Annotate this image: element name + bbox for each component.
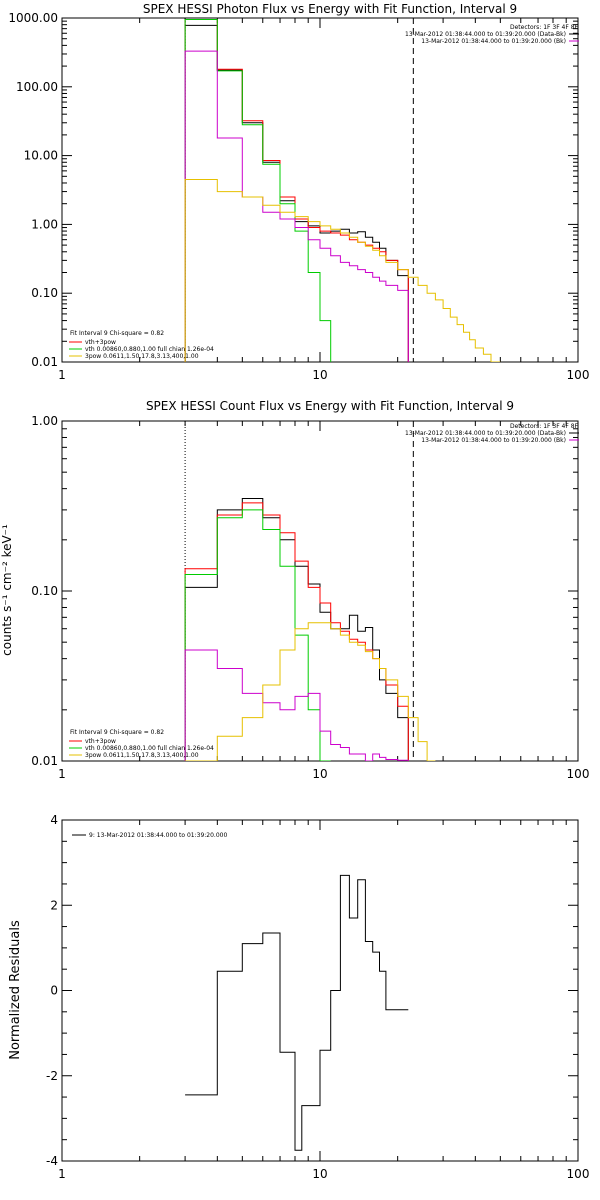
count-flux-plot: 1 10 100 0.01 0.10 1.00: [31, 414, 589, 781]
photon-legend-bk: 13-Mar-2012 01:38:44.000 to 01:39:20.000…: [421, 38, 566, 45]
photon-flux-plot: 1 10 100 0.01 0.10 1.00 10.00 100.00 1000.00: [8, 11, 589, 382]
residual-series-0: [185, 874, 409, 1151]
photon-legend-data-bk: 13-Mar-2012 01:38:44.000 to 01:39:20.000…: [405, 31, 566, 38]
photon-y-tick-label: 1000.00: [8, 11, 58, 25]
photon-flux-title: SPEX HESSI Photon Flux vs Energy with Fi…: [143, 2, 517, 16]
count-flux-title: SPEX HESSI Count Flux vs Energy with Fit…: [146, 399, 514, 413]
count-series-3: [184, 649, 409, 761]
residual-x-tick-label: 100: [567, 1167, 590, 1181]
count-flux-panel: SPEX HESSI Count Flux vs Energy with Fit…: [0, 399, 589, 781]
count-legend-detectors: Detectors: 1F 3F 4F 8F: [510, 423, 579, 430]
count-legend-fit-interval: Fit Interval 9 Chi-square = 0.82: [70, 729, 164, 736]
count-flux-y-axis-label: counts s⁻¹ cm⁻² keV⁻¹: [0, 524, 14, 656]
count-legend-vth3pow: vth+3pow: [85, 738, 116, 745]
count-y-tick-label: 0.10: [31, 584, 58, 598]
photon-series-2: [184, 19, 332, 362]
photon-x-tick-label: 10: [312, 368, 327, 382]
count-series-2: [184, 509, 331, 761]
photon-series-1: [184, 19, 409, 362]
photon-series-3: [184, 50, 409, 362]
count-series-4: [185, 622, 436, 761]
residual-x-tick-label: 1: [58, 1167, 66, 1181]
count-series-1: [184, 502, 409, 761]
count-series-0: [184, 498, 409, 761]
photon-legend-fit-interval: Fit Interval 9 Chi-square = 0.82: [70, 330, 164, 337]
count-x-tick-label: 1: [58, 767, 66, 781]
count-y-tick-label: 1.00: [31, 414, 58, 428]
photon-legend-detectors: Detectors: 1F 3F 4F 8F: [510, 24, 579, 31]
photon-x-tick-label: 100: [567, 368, 590, 382]
count-flux-legend-top-right: Detectors: 1F 3F 4F 8F 13-Mar-2012 01:38…: [405, 423, 579, 444]
photon-y-tick-label: 0.01: [31, 355, 58, 369]
residual-plot-frame: [61, 819, 579, 1162]
residuals-legend: 9: 13-Mar-2012 01:38:44.000 to 01:39:20.…: [72, 832, 227, 839]
photon-x-tick-label: 1: [58, 368, 66, 382]
photon-legend-vth: vth 0.00860,0.880,1.00 full chian 1.26e-…: [85, 346, 214, 353]
count-legend-vth: vth 0.00860,0.880,1.00 full chian 1.26e-…: [85, 745, 214, 752]
photon-y-tick-label: 0.10: [31, 286, 58, 300]
residual-y-tick-label: -4: [46, 1154, 58, 1168]
photon-series-0: [184, 24, 409, 362]
photon-y-tick-label: 100.00: [16, 80, 58, 94]
residuals-legend-interval: 9: 13-Mar-2012 01:38:44.000 to 01:39:20.…: [89, 832, 227, 839]
photon-flux-panel: SPEX HESSI Photon Flux vs Energy with Fi…: [8, 2, 589, 382]
photon-flux-legend-bottom-left: Fit Interval 9 Chi-square = 0.82 vth+3po…: [69, 330, 214, 360]
count-y-tick-label: 0.01: [31, 754, 58, 768]
photon-series-4: [184, 179, 501, 362]
residual-y-tick-label: -2: [46, 1069, 58, 1083]
residual-y-tick-label: 0: [50, 984, 58, 998]
photon-legend-3pow: 3pow 0.0611,1.50,17.8,3.13,400,1.00: [85, 353, 199, 360]
residuals-plot: 1 10 100 -4 -2 0 2 4: [46, 813, 589, 1181]
count-legend-bk: 13-Mar-2012 01:38:44.000 to 01:39:20.000…: [421, 437, 566, 444]
count-x-tick-label: 10: [312, 767, 327, 781]
count-legend-data-bk: 13-Mar-2012 01:38:44.000 to 01:39:20.000…: [405, 430, 566, 437]
count-x-tick-label: 100: [567, 767, 590, 781]
count-legend-3pow: 3pow 0.0611,1.50,17.8,3.13,400,1.00: [85, 752, 199, 759]
residual-x-tick-label: 10: [312, 1167, 327, 1181]
residual-y-tick-label: 4: [50, 813, 58, 827]
residual-y-tick-label: 2: [50, 898, 58, 912]
photon-y-tick-label: 1.00: [31, 217, 58, 231]
photon-flux-legend-top-right: Detectors: 1F 3F 4F 8F 13-Mar-2012 01:38…: [405, 24, 579, 45]
photon-y-tick-label: 10.00: [24, 149, 58, 163]
residuals-y-axis-label: Normalized Residuals: [8, 920, 23, 1060]
photon-legend-vth3pow: vth+3pow: [85, 339, 116, 346]
count-flux-legend-bottom-left: Fit Interval 9 Chi-square = 0.82 vth+3po…: [69, 729, 214, 759]
residuals-panel: Normalized Residuals 1 10 100 -4 -2 0 2 4 9: 13…: [8, 813, 589, 1181]
